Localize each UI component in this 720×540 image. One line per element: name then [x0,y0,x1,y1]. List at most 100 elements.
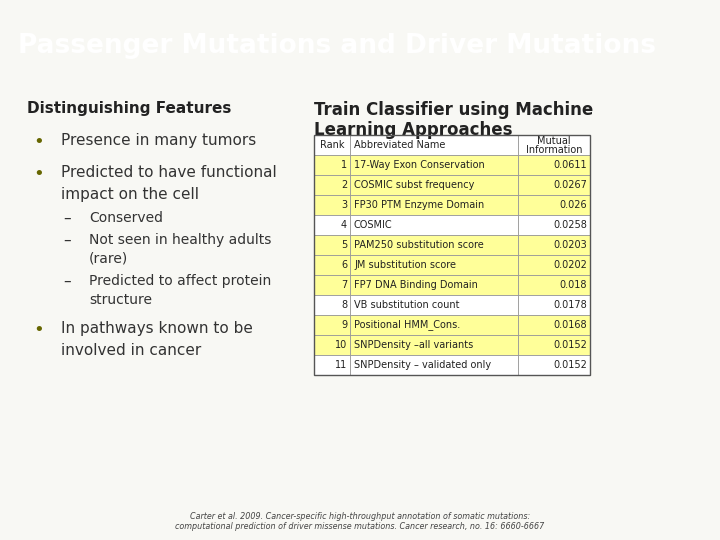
Bar [314,255,350,275]
Text: •: • [33,133,44,151]
Bar [518,275,590,295]
Text: •: • [33,165,44,183]
Bar [314,315,350,335]
Bar [350,134,518,154]
Bar [350,315,518,335]
Bar [518,174,590,194]
Text: 0.0267: 0.0267 [553,180,587,190]
Bar [314,234,350,255]
Text: Presence in many tumors: Presence in many tumors [61,133,256,147]
Text: 8: 8 [341,300,347,309]
Bar [314,335,590,355]
Text: Information: Information [526,145,582,154]
Text: structure: structure [89,293,152,307]
Bar [350,174,518,194]
Text: Positional HMM_Cons.: Positional HMM_Cons. [354,319,460,330]
Bar [314,134,590,375]
Bar [314,174,590,194]
Text: Passenger Mutations and Driver Mutations: Passenger Mutations and Driver Mutations [18,33,656,59]
Bar [314,154,350,174]
Bar [518,315,590,335]
Text: FP7 DNA Binding Domain: FP7 DNA Binding Domain [354,280,478,289]
Bar [314,355,350,375]
Bar [314,335,350,355]
Text: 10: 10 [335,340,347,349]
Text: Predicted to have functional: Predicted to have functional [61,165,276,180]
Text: In pathways known to be: In pathways known to be [61,321,253,336]
Text: PAM250 substitution score: PAM250 substitution score [354,240,484,249]
Text: 0.0178: 0.0178 [553,300,587,309]
Text: involved in cancer: involved in cancer [61,342,202,357]
Bar [314,214,590,234]
Bar [314,355,590,375]
Bar [518,154,590,174]
Text: COSMIC: COSMIC [354,220,392,229]
Bar [314,275,350,295]
Bar [314,255,590,275]
Bar [314,214,350,234]
Bar [314,154,590,174]
Text: 0.0152: 0.0152 [553,340,587,349]
Bar [314,295,590,315]
Bar [518,214,590,234]
Text: Mutual: Mutual [537,136,571,146]
Text: Rank: Rank [320,140,344,150]
Bar [314,315,590,335]
Bar [314,134,590,154]
Bar [518,234,590,255]
Text: VB substitution count: VB substitution count [354,300,459,309]
Text: –: – [63,274,71,288]
Bar [350,335,518,355]
Text: FP30 PTM Enzyme Domain: FP30 PTM Enzyme Domain [354,200,485,210]
Bar [350,214,518,234]
Bar [518,335,590,355]
Bar [314,174,350,194]
Bar [314,275,590,295]
Bar [314,194,350,214]
Text: 0.0611: 0.0611 [554,160,587,170]
Text: Not seen in healthy adults: Not seen in healthy adults [89,233,271,247]
Text: 0.0202: 0.0202 [553,260,587,269]
Text: 0.026: 0.026 [559,200,587,210]
Text: •: • [33,321,44,339]
Bar [350,355,518,375]
Text: computational prediction of driver missense mutations. Cancer research, no. 16: : computational prediction of driver misse… [176,522,544,531]
Bar [314,134,350,154]
Bar [314,234,590,255]
Text: impact on the cell: impact on the cell [61,187,199,201]
Bar [350,234,518,255]
Text: SNPDensity –all variants: SNPDensity –all variants [354,340,473,349]
Bar [350,194,518,214]
Text: Carter et al. 2009. Cancer-specific high-throughput annotation of somatic mutati: Carter et al. 2009. Cancer-specific high… [190,512,530,522]
Text: –: – [63,233,71,248]
Text: 1: 1 [341,160,347,170]
Text: JM substitution score: JM substitution score [354,260,456,269]
Text: Learning Approaches: Learning Approaches [314,120,513,139]
Text: Train Classifier using Machine: Train Classifier using Machine [314,100,593,119]
Bar [314,295,350,315]
Text: Predicted to affect protein: Predicted to affect protein [89,274,271,288]
Bar [350,295,518,315]
Text: 2: 2 [341,180,347,190]
Text: 0.0152: 0.0152 [553,360,587,369]
Bar [350,255,518,275]
Bar [518,255,590,275]
Text: 0.0203: 0.0203 [553,240,587,249]
Text: SNPDensity – validated only: SNPDensity – validated only [354,360,491,369]
Text: 9: 9 [341,320,347,329]
Text: 0.0258: 0.0258 [553,220,587,229]
Text: 4: 4 [341,220,347,229]
Bar [350,275,518,295]
Text: –: – [63,211,71,226]
Text: 0.0168: 0.0168 [554,320,587,329]
Text: 5: 5 [341,240,347,249]
Text: 7: 7 [341,280,347,289]
Bar [350,154,518,174]
Bar [518,355,590,375]
Text: Distinguishing Features: Distinguishing Features [27,100,231,116]
Text: 11: 11 [335,360,347,369]
Bar [518,295,590,315]
Text: 0.018: 0.018 [559,280,587,289]
Text: (rare): (rare) [89,252,128,266]
Text: 3: 3 [341,200,347,210]
